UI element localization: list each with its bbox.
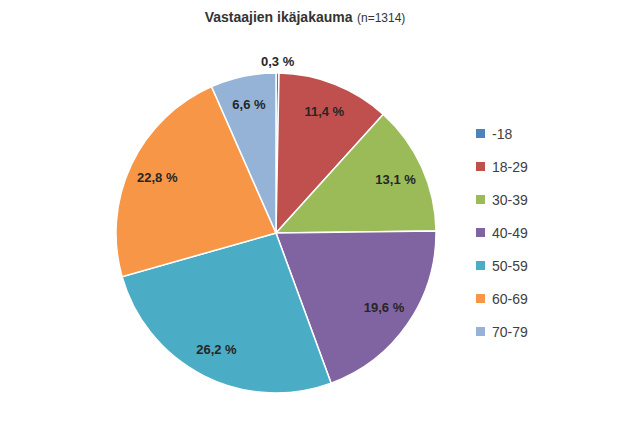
svg-text:0,3 %: 0,3 %: [261, 54, 295, 69]
html-text:70-79: 70-79: [492, 323, 528, 340]
html-text:40-49: 40-49: [492, 224, 528, 241]
html-text:60-69: 60-69: [492, 290, 528, 307]
svg-text:26,2 %: 26,2 %: [196, 342, 237, 357]
svg-text:13,1 %: 13,1 %: [375, 172, 416, 187]
html-text:18-29: 18-29: [492, 158, 528, 175]
svg-text:6,6 %: 6,6 %: [232, 97, 266, 112]
html-text:30-39: 30-39: [492, 191, 528, 208]
svg-text:11,4 %: 11,4 %: [304, 104, 344, 119]
html-text:50-59: 50-59: [492, 257, 528, 274]
svg-text:22,8 %: 22,8 %: [137, 170, 178, 185]
svg-text:19,6 %: 19,6 %: [364, 300, 405, 315]
html-text:-18: -18: [492, 125, 513, 142]
html-text:Vastaajien ikäjakauma (n=1314): Vastaajien ikäjakauma (n=1314): [204, 9, 406, 25]
